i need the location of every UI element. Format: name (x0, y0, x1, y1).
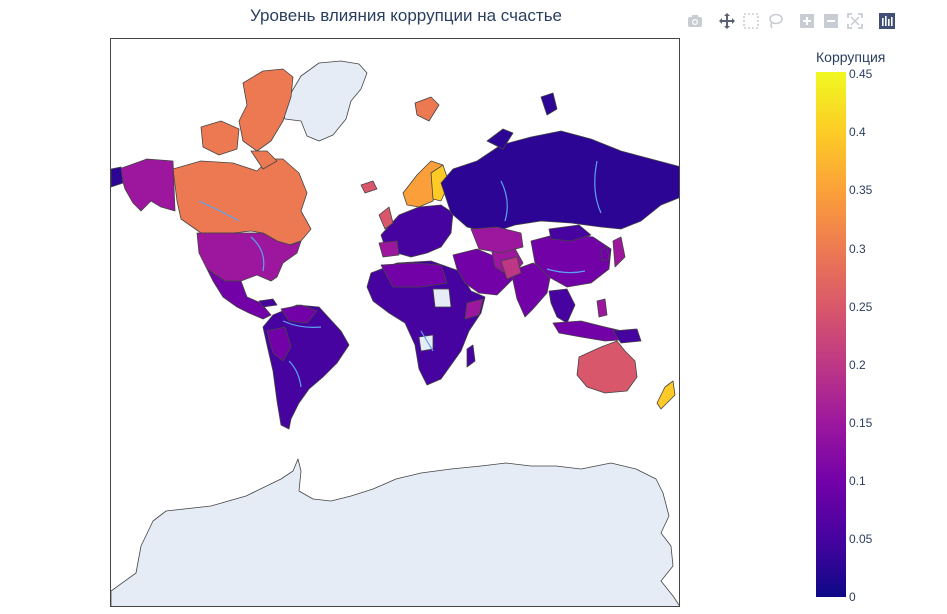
rivers (198, 160, 602, 388)
canada (172, 158, 312, 246)
philippines (596, 298, 608, 318)
zoom-out-icon[interactable] (822, 12, 840, 30)
canada-arctic-islands (200, 68, 294, 170)
colorbar-title: Коррупция (816, 49, 886, 65)
korea (600, 246, 610, 262)
new-zealand (656, 380, 676, 410)
southeast-asia (548, 288, 576, 324)
pan-icon[interactable] (718, 12, 736, 30)
russia (440, 130, 679, 234)
india (510, 262, 552, 318)
kazakhstan (470, 226, 524, 254)
antarctica (111, 458, 679, 606)
north-africa (380, 262, 448, 288)
world-map (111, 60, 679, 606)
chart-title: Уровень влияния коррупции на счастье (249, 6, 563, 25)
colorbar-tick: 0.25 (849, 300, 873, 314)
uk (378, 206, 394, 230)
colorbar-tick: 0.3 (849, 242, 866, 256)
australia (576, 340, 638, 394)
somalia (464, 298, 484, 320)
colorbar-tick: 0.15 (849, 416, 873, 430)
colorbar-tick: 0 (849, 590, 856, 604)
spain (378, 240, 400, 258)
sudan (432, 288, 452, 308)
cuba (258, 298, 278, 308)
venezuela (280, 304, 318, 324)
colorbar-tick: 0.2 (849, 358, 866, 372)
colorbar-tick: 0.05 (849, 532, 873, 546)
plotly-logo-icon[interactable] (878, 12, 896, 30)
colorbar (816, 72, 846, 597)
russia-north-islands (486, 92, 558, 150)
greenland (280, 60, 368, 142)
colorbar-tick: 0.4 (849, 125, 866, 139)
lasso-icon[interactable] (766, 12, 784, 30)
angola-region (418, 334, 434, 352)
new-guinea (612, 328, 642, 344)
zoom-in-icon[interactable] (798, 12, 816, 30)
russia-far-east-edge (111, 166, 124, 188)
madagascar (466, 344, 476, 368)
pakistan (500, 256, 522, 280)
mexico (206, 268, 272, 320)
box-select-icon[interactable] (742, 12, 760, 30)
iceland (360, 180, 378, 194)
colorbar-tick: 0.35 (849, 183, 873, 197)
mongolia (548, 224, 592, 242)
south-america (262, 304, 350, 430)
japan (612, 236, 626, 268)
map-area[interactable] (110, 38, 680, 607)
autoscale-icon[interactable] (846, 12, 864, 30)
peru (266, 326, 292, 362)
camera-icon[interactable] (686, 12, 704, 30)
colorbar-tick: 0.1 (849, 474, 866, 488)
svalbard (414, 96, 440, 122)
alaska (118, 158, 176, 212)
colorbar-tick: 0.45 (849, 67, 873, 81)
